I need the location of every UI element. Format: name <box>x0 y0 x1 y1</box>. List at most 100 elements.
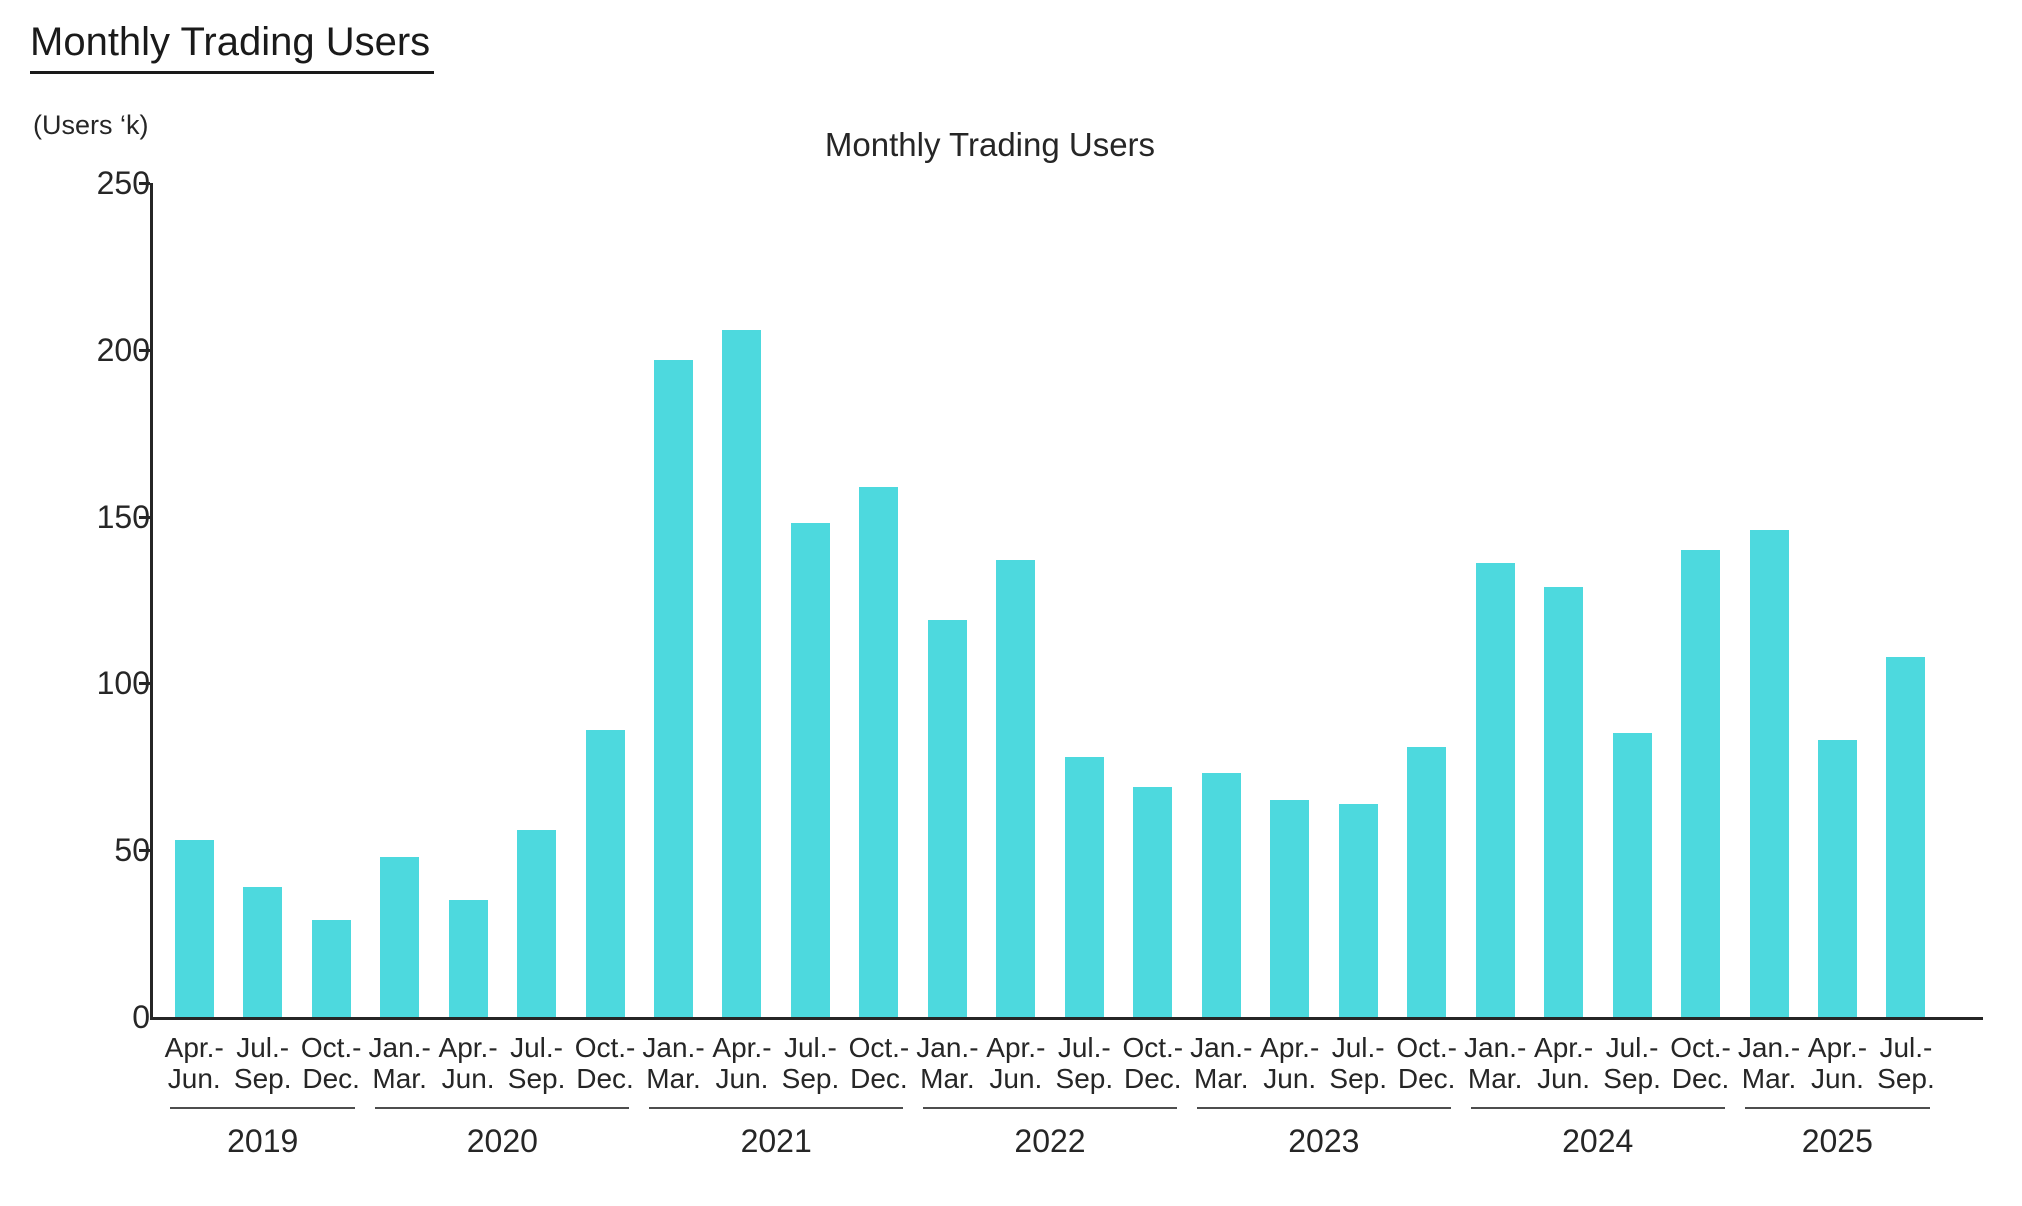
bar-slot <box>639 183 707 1017</box>
bar-slot <box>1119 183 1187 1017</box>
y-axis-tick <box>139 515 150 519</box>
year-label: 2022 <box>1014 1123 1086 1159</box>
bar-slot <box>1529 183 1597 1017</box>
x-axis-quarter-label: Apr.- Jun. <box>1260 1032 1320 1094</box>
bar-2023-2 <box>1270 800 1310 1017</box>
x-axis-quarter-label: Jul.- Sep. <box>1877 1032 1935 1094</box>
x-label-slot: Jan.- Mar. <box>1461 1032 1529 1094</box>
x-label-slot: Oct.- Dec. <box>845 1032 913 1094</box>
x-label-slot: Jul.- Sep. <box>228 1032 296 1094</box>
bar-2023-1 <box>1201 773 1241 1017</box>
plot-area <box>139 182 1983 1020</box>
bar-2020-2 <box>448 900 488 1017</box>
x-axis-year-groups: 2019 2020 2021 2022 2023 2024 2025 <box>150 1107 1980 1160</box>
bar-slot <box>982 183 1050 1017</box>
x-axis-quarter-label: Apr.- Jun. <box>1807 1032 1868 1094</box>
bar-2024-3 <box>1612 733 1652 1017</box>
y-axis-tick-label: 150 <box>96 498 150 535</box>
x-label-slot: Oct.- Dec. <box>1392 1032 1460 1094</box>
y-axis-tick <box>139 682 150 686</box>
year-label: 2021 <box>740 1123 812 1159</box>
x-label-slot: Apr.- Jun. <box>434 1032 502 1094</box>
bar-2025-2 <box>1817 740 1857 1017</box>
bar-slot <box>1872 183 1940 1017</box>
bars-row <box>150 183 1980 1017</box>
x-axis-quarter-label: Oct.- Dec. <box>1670 1032 1731 1094</box>
year-label: 2023 <box>1288 1123 1360 1159</box>
chart-title: Monthly Trading Users <box>824 126 1156 163</box>
x-label-slot: Jul.- Sep. <box>1324 1032 1392 1094</box>
x-label-slot: Jan.- Mar. <box>1187 1032 1255 1094</box>
x-axis-quarter-label: Oct.- Dec. <box>300 1032 362 1094</box>
y-axis-tick-label: 100 <box>96 665 150 702</box>
bar-slot <box>297 183 365 1017</box>
bar-slot <box>1050 183 1118 1017</box>
bar-slot <box>434 183 502 1017</box>
year-group-line <box>375 1107 630 1109</box>
x-axis-quarter-label: Jul.- Sep. <box>781 1032 840 1094</box>
x-label-slot: Jan.- Mar. <box>639 1032 707 1094</box>
year-group-2019: 2019 <box>160 1107 365 1160</box>
year-label: 2020 <box>466 1123 538 1159</box>
y-axis-tick-label: 50 <box>114 832 150 869</box>
year-group-2024: 2024 <box>1461 1107 1735 1160</box>
y-axis-tick <box>139 182 150 185</box>
year-group-line <box>923 1107 1177 1109</box>
bar-2022-4 <box>1133 786 1173 1017</box>
bar-slot <box>160 183 228 1017</box>
bar-slot <box>1666 183 1734 1017</box>
year-group-2022: 2022 <box>913 1107 1187 1160</box>
x-axis-quarter-label: Apr.- Jun. <box>712 1032 772 1094</box>
x-axis-quarter-label: Jul.- Sep. <box>1329 1032 1387 1094</box>
x-axis-quarter-label: Apr.- Jun. <box>986 1032 1046 1094</box>
year-group-2023: 2023 <box>1187 1107 1461 1160</box>
x-label-slot: Oct.- Dec. <box>1119 1032 1187 1094</box>
x-axis-quarter-label: Apr.- Jun. <box>1534 1032 1594 1094</box>
year-group-line <box>170 1107 356 1109</box>
x-label-slot: Jul.- Sep. <box>1872 1032 1940 1094</box>
bar-slot <box>845 183 913 1017</box>
bar-2020-1 <box>380 856 420 1017</box>
x-axis-quarter-label: Jan.- Mar. <box>1737 1032 1801 1094</box>
x-axis-quarter-label: Jan.- Mar. <box>642 1032 705 1094</box>
x-axis-quarter-label: Apr.- Jun. <box>164 1032 224 1094</box>
x-label-slot: Apr.- Jun. <box>1803 1032 1871 1094</box>
bar-slot <box>502 183 570 1017</box>
bar-slot <box>913 183 981 1017</box>
bar-slot <box>1324 183 1392 1017</box>
year-group-2020: 2020 <box>365 1107 639 1160</box>
bar-2019-3 <box>311 920 351 1017</box>
x-label-slot: Jul.- Sep. <box>502 1032 570 1094</box>
y-axis-tick-label: 200 <box>96 331 150 368</box>
bar-slot <box>708 183 776 1017</box>
year-label: 2024 <box>1562 1123 1634 1159</box>
bar-2021-3 <box>790 523 830 1017</box>
x-axis-quarter-label: Oct.- Dec. <box>574 1032 636 1094</box>
y-axis-tick <box>139 849 150 853</box>
x-axis-quarter-label: Jan.- Mar. <box>1190 1032 1253 1094</box>
year-group-line <box>1470 1107 1725 1109</box>
x-label-slot: Apr.- Jun. <box>160 1032 228 1094</box>
year-group-line <box>1196 1107 1451 1109</box>
y-axis-units-label: (Users ‘k) <box>33 110 149 140</box>
x-axis-quarter-label: Jul.- Sep. <box>507 1032 566 1094</box>
bar-2020-3 <box>517 830 557 1017</box>
x-axis-quarter-label: Jan.- Mar. <box>916 1032 979 1094</box>
x-label-slot: Jul.- Sep. <box>776 1032 844 1094</box>
x-label-slot: Apr.- Jun. <box>982 1032 1050 1094</box>
bar-slot <box>1598 183 1666 1017</box>
x-axis-quarter-labels: Apr.- Jun. Jul.- Sep. Oct.- Dec. Jan.- Mar.… <box>150 1032 1980 1094</box>
bar-2021-2 <box>722 329 762 1017</box>
x-axis-quarter-label: Jan.- Mar. <box>1464 1032 1527 1094</box>
bar-2019-1 <box>174 840 214 1017</box>
year-group-2025: 2025 <box>1735 1107 1940 1160</box>
year-label: 2019 <box>227 1123 299 1159</box>
bar-slot <box>365 183 433 1017</box>
bar-2021-4 <box>859 486 899 1017</box>
bar-slot <box>776 183 844 1017</box>
x-axis-quarter-label: Jul.- Sep. <box>1055 1032 1114 1094</box>
x-axis-quarter-label: Apr.- Jun. <box>438 1032 498 1094</box>
bar-2022-2 <box>996 559 1036 1017</box>
year-group-line <box>1744 1107 1930 1109</box>
